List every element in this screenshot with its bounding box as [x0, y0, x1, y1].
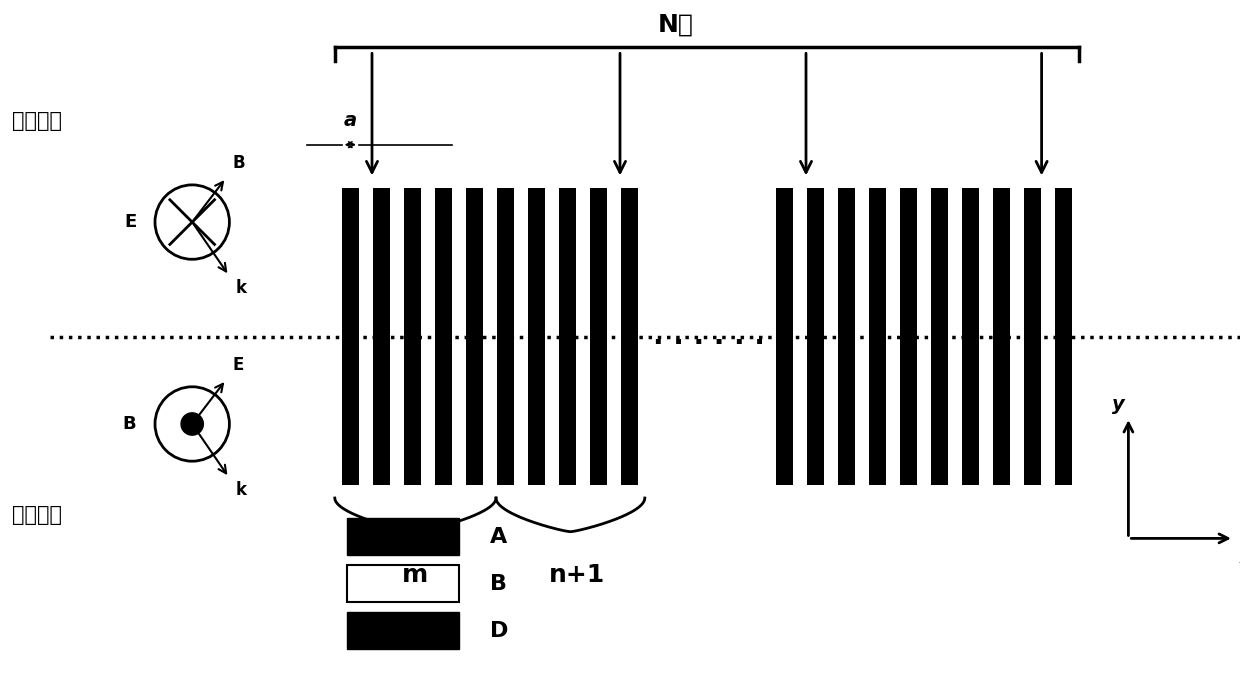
Text: B: B	[490, 574, 507, 594]
Bar	[776, 188, 792, 485]
Bar	[807, 188, 823, 485]
Bar	[993, 188, 1009, 485]
Bar	[869, 188, 885, 485]
Bar	[497, 188, 513, 485]
Bar	[435, 188, 451, 485]
Bar	[342, 188, 358, 485]
Bar	[1055, 188, 1071, 485]
Text: . . . . . .: . . . . . .	[653, 322, 765, 351]
Bar	[962, 188, 978, 485]
Bar	[900, 188, 916, 485]
Bar	[590, 188, 606, 485]
Bar	[528, 188, 544, 485]
Bar	[838, 188, 854, 485]
Bar	[1024, 188, 1040, 485]
Text: B: B	[232, 154, 244, 172]
Text: 横向电场: 横向电场	[12, 111, 62, 131]
Bar	[404, 188, 420, 485]
Text: n+1: n+1	[548, 563, 605, 588]
Bar	[347, 518, 459, 555]
Text: D: D	[490, 621, 508, 641]
Text: m: m	[402, 563, 429, 588]
Text: y: y	[1112, 395, 1125, 414]
Text: E: E	[124, 213, 136, 231]
Bar	[373, 188, 389, 485]
Bar	[466, 188, 482, 485]
Text: k: k	[236, 481, 247, 499]
Bar	[347, 612, 459, 649]
Text: k: k	[236, 279, 247, 297]
Text: A: A	[490, 527, 507, 546]
Text: E: E	[232, 356, 243, 374]
Text: a: a	[343, 111, 357, 130]
Text: N个: N个	[658, 13, 693, 37]
Bar	[559, 188, 575, 485]
Bar	[621, 188, 637, 485]
Bar	[931, 188, 947, 485]
Text: B: B	[123, 415, 136, 433]
Bar	[347, 565, 459, 602]
Ellipse shape	[181, 413, 203, 435]
Text: 横向磁场: 横向磁场	[12, 505, 62, 525]
